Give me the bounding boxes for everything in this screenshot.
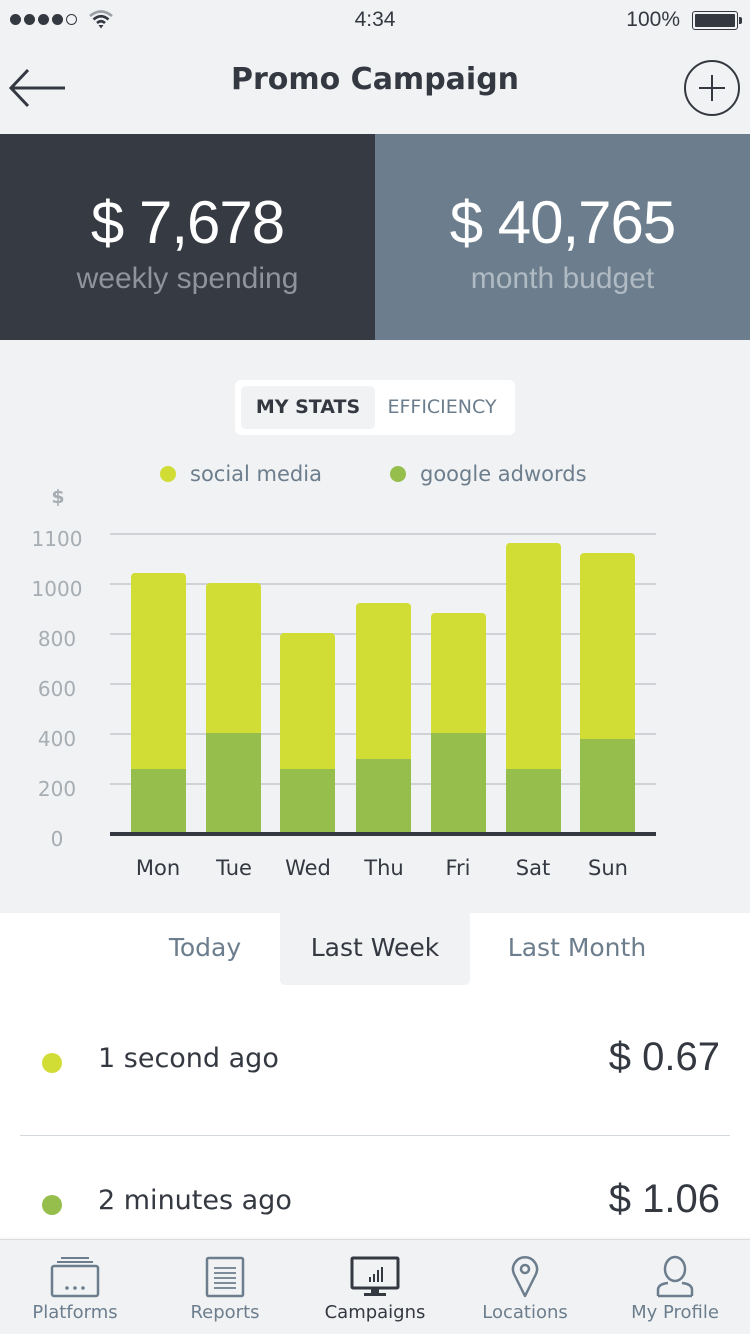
social-media-dot-icon (42, 1053, 62, 1073)
transaction-amount: $ 1.06 (608, 1177, 720, 1221)
platforms-icon (50, 1257, 100, 1298)
page-title: Promo Campaign (230, 62, 520, 97)
reports-icon (205, 1256, 245, 1298)
x-axis (110, 832, 656, 836)
legend-label: social media (190, 462, 322, 486)
weekly-spending-label: weekly spending (76, 262, 299, 295)
y-tick: 200 (37, 777, 77, 801)
y-tick: 600 (37, 677, 77, 701)
tab-today[interactable]: Today (168, 933, 242, 962)
bar-segment-google-adwords (280, 769, 335, 833)
divider (20, 1135, 730, 1136)
clock: 4:34 (354, 8, 396, 31)
bar-segment-google-adwords (131, 769, 186, 833)
y-tick: 800 (37, 627, 77, 651)
bar-segment-google-adwords (580, 739, 635, 833)
tab-label: Reports (190, 1302, 260, 1323)
wifi-icon (89, 10, 113, 29)
bar-wed[interactable] (280, 633, 335, 833)
weekly-spending-card: $ 7,678 weekly spending (0, 134, 375, 340)
tab-my-stats[interactable]: MY STATS (241, 386, 375, 429)
battery-icon (692, 11, 742, 30)
bar-thu[interactable] (356, 603, 411, 833)
tab-label: Locations (482, 1302, 568, 1323)
weekly-spending-value: $ 7,678 (90, 189, 285, 256)
google-adwords-dot-icon (390, 466, 406, 482)
bar-fri[interactable] (431, 613, 486, 833)
bottom-tab-bar: Platforms Reports Campaigns Locatio (0, 1239, 750, 1334)
y-tick: 1100 (31, 527, 83, 551)
tab-label: My Profile (631, 1302, 719, 1323)
bar-segment-google-adwords (206, 733, 261, 833)
x-label: Thu (364, 856, 404, 880)
range-tabs: Today Last Week Last Month (0, 913, 750, 985)
battery-percent: 100% (626, 8, 680, 31)
transaction-time: 2 minutes ago (98, 1185, 292, 1216)
bar-sat[interactable] (506, 543, 561, 833)
gridline (110, 533, 656, 535)
list-item[interactable]: 2 minutes ago $ 1.06 (0, 1127, 750, 1240)
list-item[interactable]: 1 second ago $ 0.67 (0, 985, 750, 1136)
navigation-bar: Promo Campaign (0, 40, 750, 134)
status-bar: 4:34 100% (0, 0, 750, 40)
bar-tue[interactable] (206, 583, 261, 833)
month-budget-value: $ 40,765 (449, 189, 677, 256)
month-budget-card: $ 40,765 month budget (375, 134, 750, 340)
campaigns-monitor-icon (350, 1256, 400, 1296)
legend-label: google adwords (420, 462, 587, 486)
chart-legend: social media google adwords (0, 462, 750, 494)
spending-bar-chart: $ 1100 1000 800 600 400 200 0 Mon Tue We… (0, 480, 750, 900)
stats-segmented-control: MY STATS EFFICIENCY (235, 380, 515, 435)
y-axis-unit: $ (51, 486, 65, 508)
x-label: Mon (135, 856, 181, 880)
social-media-dot-icon (160, 466, 176, 482)
gridline (110, 583, 656, 585)
y-tick: 1000 (31, 577, 83, 601)
bar-segment-google-adwords (356, 759, 411, 833)
tab-label: Platforms (32, 1302, 118, 1323)
tab-campaigns[interactable]: Campaigns (300, 1240, 450, 1334)
y-tick: 0 (50, 827, 64, 851)
profile-icon (656, 1255, 694, 1298)
tab-last-month[interactable]: Last Month (507, 933, 647, 962)
bar-segment-google-adwords (431, 733, 486, 833)
back-button[interactable] (8, 66, 68, 110)
legend-item-social-media: social media (160, 462, 322, 486)
bar-sun[interactable] (580, 553, 635, 833)
transactions-list: 1 second ago $ 0.67 2 minutes ago $ 1.06 (0, 985, 750, 1240)
add-button[interactable] (684, 60, 740, 116)
x-label: Fri (445, 856, 471, 880)
x-label: Sun (588, 856, 628, 880)
tab-my-profile[interactable]: My Profile (600, 1240, 750, 1334)
location-pin-icon (511, 1256, 539, 1298)
y-tick: 400 (37, 727, 77, 751)
tab-label: Campaigns (324, 1302, 426, 1323)
arrow-left-icon (8, 68, 65, 108)
bar-mon[interactable] (131, 573, 186, 833)
google-adwords-dot-icon (42, 1195, 62, 1215)
transaction-time: 1 second ago (98, 1043, 279, 1074)
legend-item-google-adwords: google adwords (390, 462, 587, 486)
month-budget-label: month budget (470, 262, 655, 295)
signal-strength-icon (10, 14, 77, 25)
x-label: Sat (515, 856, 551, 880)
tab-reports[interactable]: Reports (150, 1240, 300, 1334)
transaction-amount: $ 0.67 (608, 1035, 720, 1079)
tab-efficiency[interactable]: EFFICIENCY (387, 396, 497, 418)
tab-last-week[interactable]: Last Week (280, 913, 470, 985)
x-label: Tue (216, 856, 252, 880)
tab-locations[interactable]: Locations (450, 1240, 600, 1334)
tab-platforms[interactable]: Platforms (0, 1240, 150, 1334)
x-label: Wed (285, 856, 331, 880)
summary-cards: $ 7,678 weekly spending $ 40,765 month b… (0, 134, 750, 340)
bar-segment-google-adwords (506, 769, 561, 833)
